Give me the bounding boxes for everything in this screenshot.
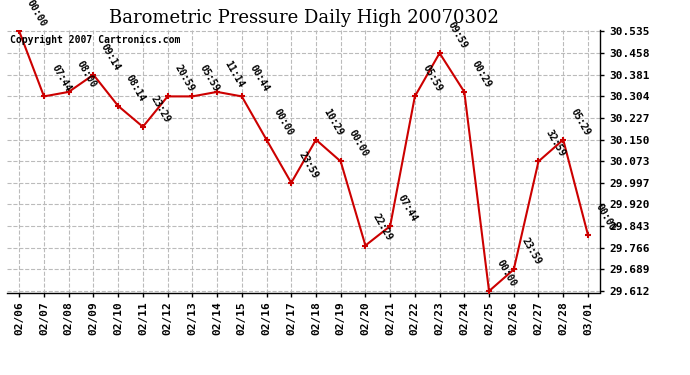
Text: 00:29: 00:29 bbox=[470, 58, 493, 89]
Text: 05:59: 05:59 bbox=[420, 63, 444, 94]
Text: 32:59: 32:59 bbox=[544, 128, 567, 159]
Text: 08:00: 08:00 bbox=[75, 58, 97, 89]
Text: 23:59: 23:59 bbox=[520, 236, 542, 267]
Text: 09:59: 09:59 bbox=[445, 20, 469, 50]
Text: 20:59: 20:59 bbox=[173, 63, 197, 94]
Text: 00:00: 00:00 bbox=[25, 0, 48, 28]
Text: 08:14: 08:14 bbox=[124, 73, 147, 103]
Text: 10:29: 10:29 bbox=[322, 106, 345, 137]
Text: 07:44: 07:44 bbox=[395, 193, 419, 224]
Title: Barometric Pressure Daily High 20070302: Barometric Pressure Daily High 20070302 bbox=[108, 9, 499, 27]
Text: 05:29: 05:29 bbox=[569, 106, 592, 137]
Text: 00:00: 00:00 bbox=[346, 128, 370, 159]
Text: Copyright 2007 Cartronics.com: Copyright 2007 Cartronics.com bbox=[10, 35, 180, 45]
Text: 00:00: 00:00 bbox=[495, 258, 518, 288]
Text: 00:44: 00:44 bbox=[247, 63, 270, 94]
Text: 00:00: 00:00 bbox=[272, 106, 295, 137]
Text: 00:00: 00:00 bbox=[593, 202, 617, 232]
Text: 07:44: 07:44 bbox=[50, 63, 73, 94]
Text: 09:14: 09:14 bbox=[99, 42, 122, 72]
Text: 23:29: 23:29 bbox=[148, 94, 172, 124]
Text: 23:59: 23:59 bbox=[297, 150, 320, 180]
Text: 22:29: 22:29 bbox=[371, 212, 394, 243]
Text: 05:59: 05:59 bbox=[198, 63, 221, 94]
Text: 11:14: 11:14 bbox=[223, 58, 246, 89]
